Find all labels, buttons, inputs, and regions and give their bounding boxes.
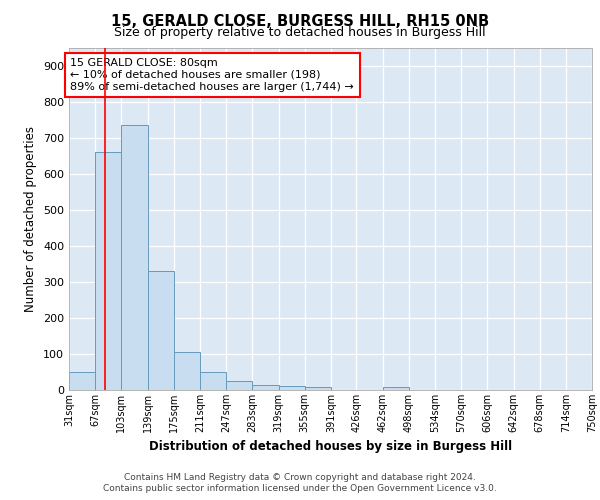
Bar	[305, 387, 331, 390]
Bar	[174, 352, 200, 390]
Bar	[148, 271, 174, 390]
Bar	[121, 125, 148, 390]
Bar	[226, 381, 253, 390]
Text: 15 GERALD CLOSE: 80sqm
← 10% of detached houses are smaller (198)
89% of semi-de: 15 GERALD CLOSE: 80sqm ← 10% of detached…	[70, 58, 354, 92]
Y-axis label: Number of detached properties: Number of detached properties	[25, 126, 37, 312]
Bar	[278, 386, 305, 390]
X-axis label: Distribution of detached houses by size in Burgess Hill: Distribution of detached houses by size …	[149, 440, 512, 454]
Bar	[69, 372, 95, 390]
Text: Contains public sector information licensed under the Open Government Licence v3: Contains public sector information licen…	[103, 484, 497, 493]
Bar	[383, 387, 409, 390]
Text: 15, GERALD CLOSE, BURGESS HILL, RH15 0NB: 15, GERALD CLOSE, BURGESS HILL, RH15 0NB	[111, 14, 489, 29]
Bar	[253, 386, 278, 390]
Bar	[200, 372, 226, 390]
Text: Size of property relative to detached houses in Burgess Hill: Size of property relative to detached ho…	[114, 26, 486, 39]
Text: Contains HM Land Registry data © Crown copyright and database right 2024.: Contains HM Land Registry data © Crown c…	[124, 472, 476, 482]
Bar	[95, 152, 121, 390]
